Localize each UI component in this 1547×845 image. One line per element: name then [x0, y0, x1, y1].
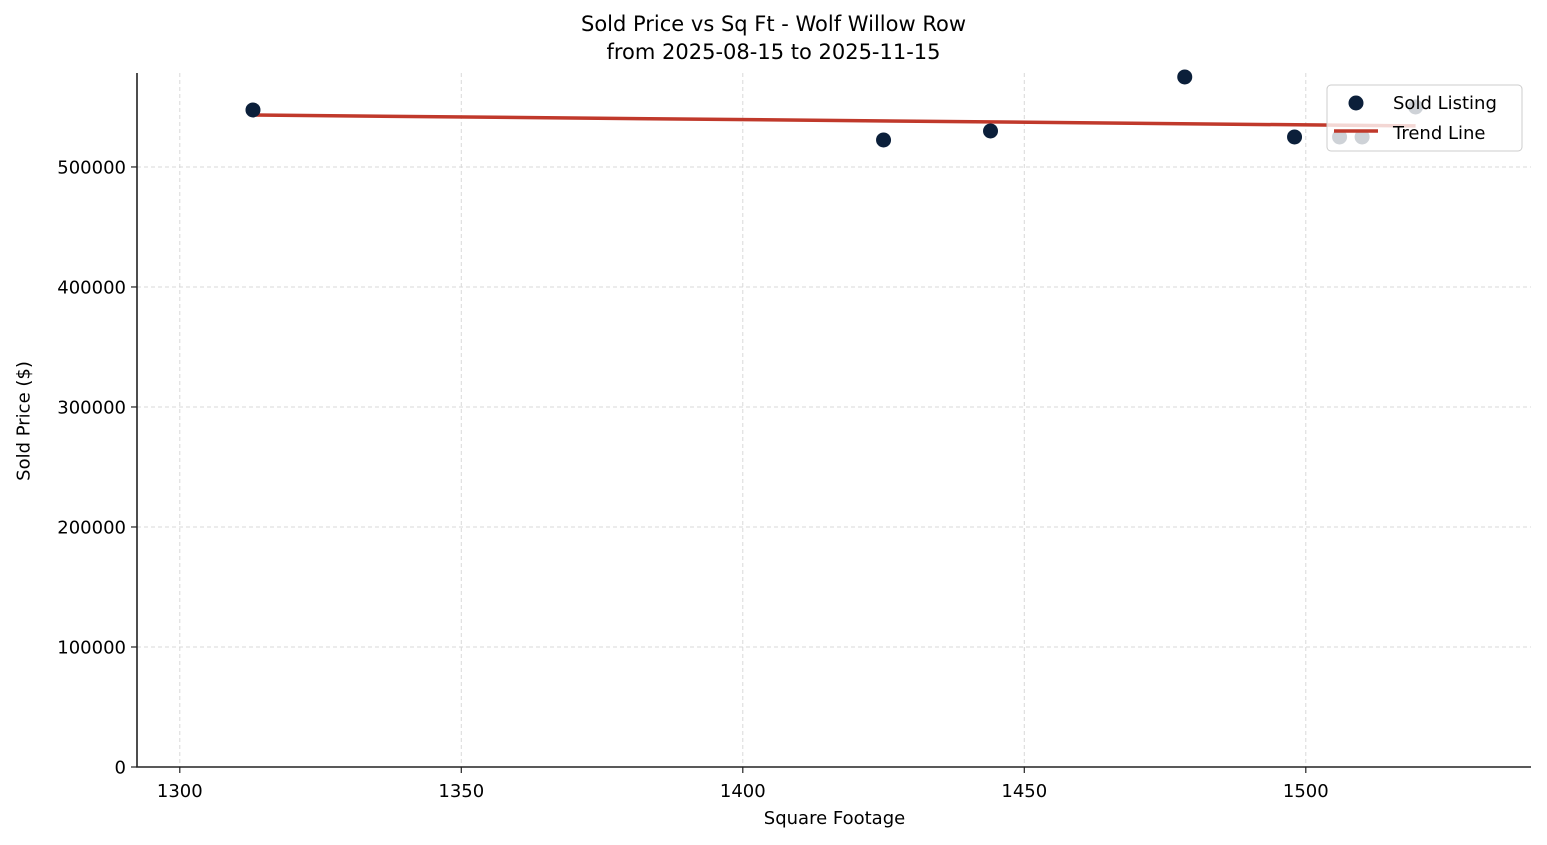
data-point	[1287, 129, 1303, 145]
y-tick-label: 0	[115, 758, 126, 779]
chart-subtitle: from 2025-08-15 to 2025-11-15	[606, 40, 941, 64]
x-tick-label: 1350	[438, 781, 484, 802]
x-tick-label: 1300	[157, 781, 203, 802]
x-tick-label: 1450	[1001, 781, 1047, 802]
y-tick-label: 500000	[57, 157, 126, 178]
data-point	[983, 123, 999, 139]
y-tick-label: 200000	[57, 517, 126, 538]
x-tick-label: 1500	[1283, 781, 1329, 802]
y-axis-ticks: 0 100000 200000 300000 400000 500000	[57, 157, 137, 779]
x-axis-label: Square Footage	[763, 808, 906, 829]
legend-label: Sold Listing	[1393, 93, 1497, 114]
scatter-points	[245, 69, 1424, 148]
x-axis-ticks: 1300 1350 1400 1450 1500	[157, 767, 1329, 802]
data-point	[1177, 69, 1193, 85]
chart-title: Sold Price vs Sq Ft - Wolf Willow Row	[580, 12, 966, 36]
y-axis-label: Sold Price ($)	[13, 361, 35, 481]
grid-lines	[137, 73, 1531, 767]
trend-line-segment	[252, 113, 1416, 128]
legend-marker-sold-listing	[1348, 95, 1364, 111]
axes	[136, 73, 1531, 768]
x-tick-label: 1400	[720, 781, 766, 802]
y-tick-label: 100000	[57, 637, 126, 658]
data-point	[876, 132, 892, 148]
legend-frame	[1326, 84, 1523, 152]
y-tick-label: 400000	[57, 277, 126, 298]
data-point	[245, 102, 261, 118]
legend-label: Trend Line	[1392, 123, 1486, 144]
trend-line	[252, 113, 1416, 128]
legend: Sold Listing Trend Line	[1326, 84, 1523, 152]
y-tick-label: 300000	[57, 397, 126, 418]
